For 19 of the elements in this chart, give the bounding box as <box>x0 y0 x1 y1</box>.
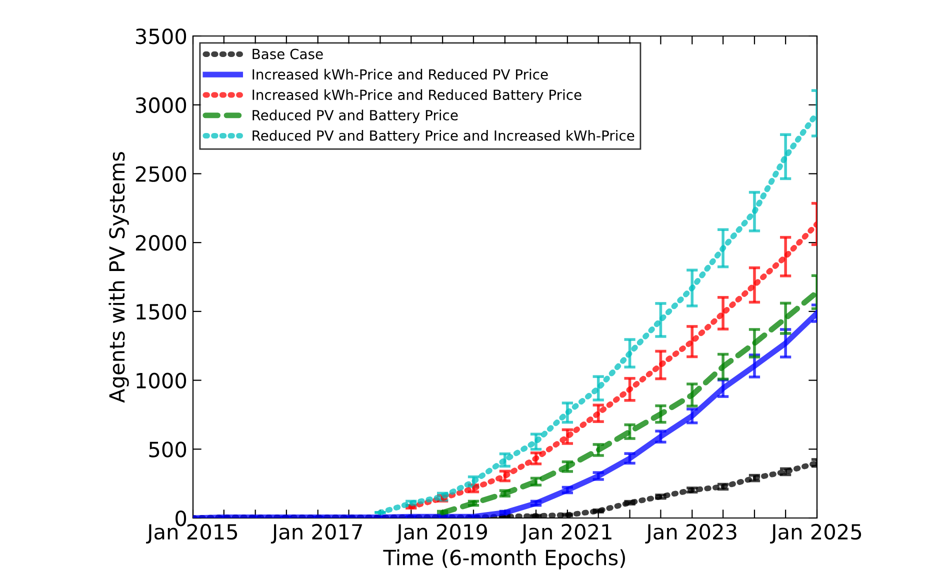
x-tick-label: Jan 2023 <box>645 524 736 544</box>
y-tick-label: 1500 <box>136 304 186 320</box>
y-tick-label: 3000 <box>136 97 186 114</box>
x-tick-label: Jan 2025 <box>770 524 862 544</box>
legend-label: Reduced PV and Battery Price and Increased kWh-Price <box>252 130 634 144</box>
y-tick-label: 3500 <box>136 28 186 44</box>
x-tick-label: Jan 2021 <box>520 524 612 544</box>
x-axis-title: Time (6-month Epochs) <box>383 549 625 570</box>
legend-label: Increased kWh-Price and Reduced PV Price <box>252 68 548 80</box>
y-tick-label: 2000 <box>136 235 186 251</box>
legend-label: Reduced PV and Battery Price <box>252 110 458 124</box>
y-axis-title: Agents with PV Systems <box>108 152 129 403</box>
x-tick-label: Jan 2019 <box>396 524 487 544</box>
legend-label: Increased kWh-Price and Reduced Battery Price <box>252 89 582 103</box>
y-tick-label: 500 <box>149 442 186 458</box>
y-tick-label: 2500 <box>136 166 186 182</box>
y-tick-label: 1000 <box>136 372 186 388</box>
x-tick-label: Jan 2017 <box>270 524 362 544</box>
legend-label: Base Case <box>252 48 323 60</box>
